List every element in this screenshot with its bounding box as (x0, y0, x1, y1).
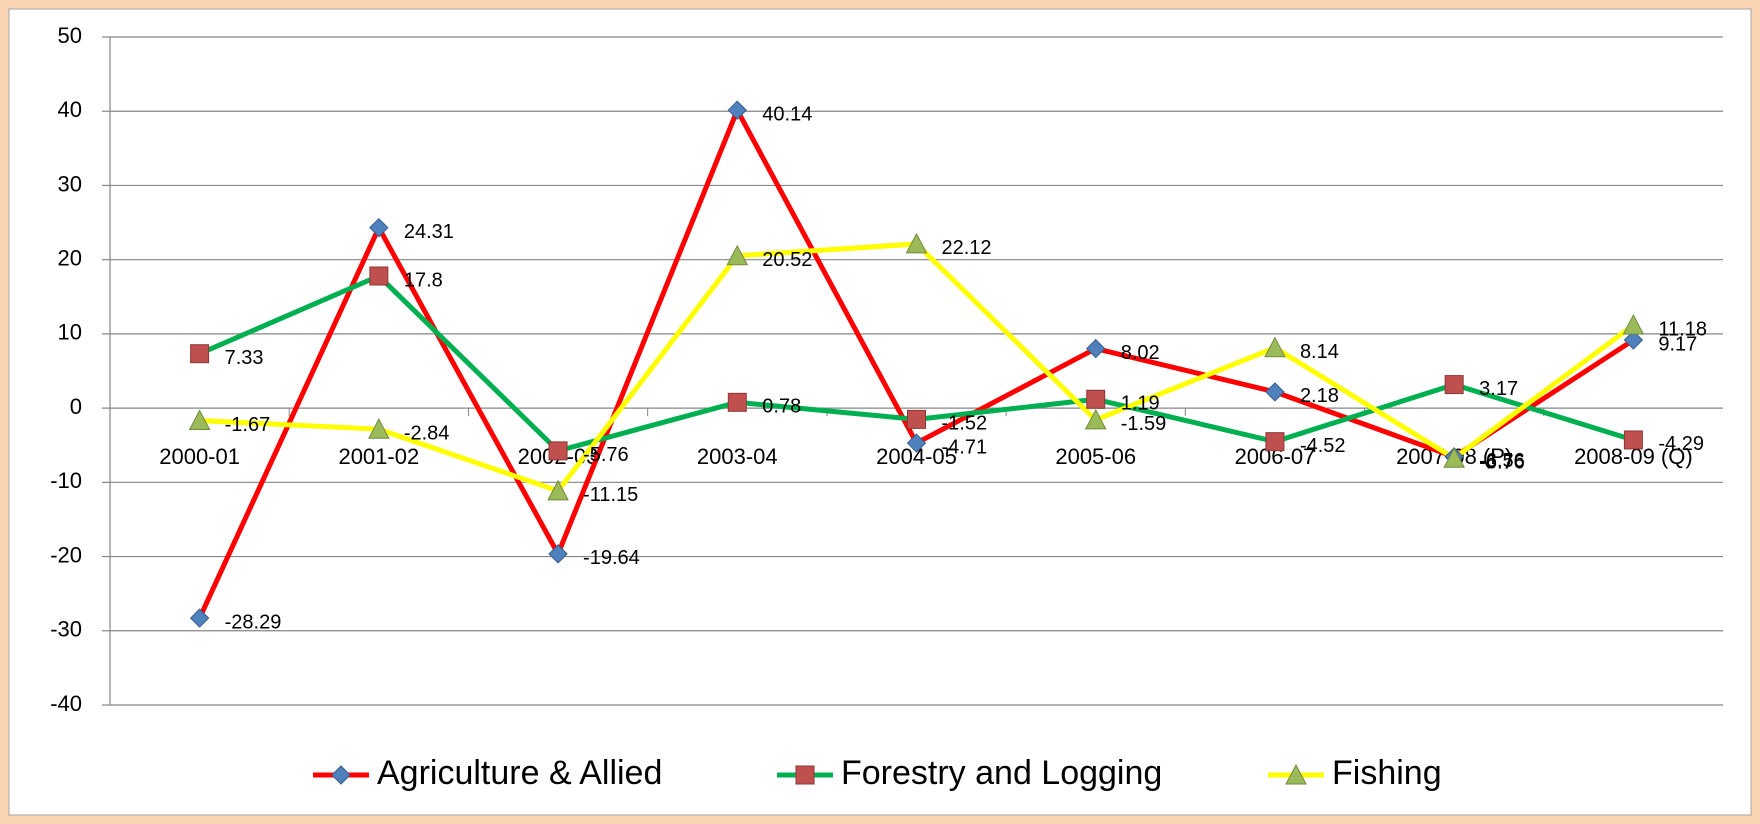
legend-marker (795, 765, 815, 785)
marker (1623, 330, 1644, 350)
data-label: 40.14 (762, 103, 812, 125)
marker (726, 244, 749, 266)
data-label: 7.33 (225, 347, 264, 369)
legend-label: Forestry and Logging (841, 754, 1162, 792)
data-label: -5.76 (583, 444, 629, 466)
marker (905, 232, 928, 254)
marker (1265, 432, 1285, 452)
marker (190, 344, 210, 364)
data-label: -1.59 (1121, 413, 1167, 435)
marker (1444, 375, 1464, 395)
y-tick-label: 50 (58, 23, 82, 48)
chart-area (8, 8, 1752, 816)
data-label: 8.14 (1300, 341, 1339, 363)
legend-label: Fishing (1332, 754, 1442, 792)
marker (1086, 389, 1106, 409)
y-tick-label: 30 (58, 171, 82, 196)
marker (548, 441, 568, 461)
marker (1265, 382, 1285, 402)
y-tick-label: -20 (50, 542, 82, 567)
x-tick-label: 2001-02 (338, 444, 419, 469)
marker (368, 418, 390, 439)
marker (548, 544, 568, 564)
marker (727, 100, 747, 120)
marker (907, 409, 926, 429)
y-tick-label: -30 (50, 617, 82, 642)
data-label: 24.31 (404, 221, 454, 243)
data-label: -19.64 (583, 547, 640, 569)
marker (906, 433, 927, 453)
y-tick-label: 10 (58, 320, 82, 345)
marker (1086, 338, 1106, 359)
legend-label: Agriculture & Allied (377, 754, 662, 792)
data-label: -11.15 (583, 484, 638, 506)
data-label: 20.52 (762, 249, 812, 271)
legend-marker (1285, 763, 1307, 785)
data-label: -1.52 (942, 413, 988, 435)
data-label: -1.67 (225, 414, 271, 436)
marker (369, 266, 389, 286)
data-label: -28.29 (225, 611, 282, 633)
y-tick-label: 40 (58, 97, 82, 122)
marker (1084, 408, 1107, 430)
marker (727, 392, 747, 412)
x-tick-label: 2005-06 (1055, 444, 1136, 469)
marker (369, 217, 389, 238)
marker (1622, 314, 1645, 335)
data-label: 3.17 (1479, 378, 1518, 400)
marker (189, 608, 210, 628)
y-tick-label: 20 (58, 245, 82, 270)
data-label: 9.17 (1658, 333, 1697, 355)
data-label: -6.56 (1479, 450, 1525, 472)
marker (1264, 336, 1286, 358)
marker (1443, 447, 1465, 468)
data-label: 17.8 (404, 269, 443, 291)
marker (188, 409, 211, 431)
y-tick-label: 0 (70, 394, 82, 419)
y-tick-label: -40 (50, 691, 82, 716)
x-tick-label: 2003-04 (697, 444, 778, 469)
data-label: -6.76 (1479, 452, 1525, 474)
y-tick-label: -10 (50, 468, 82, 493)
data-label: 1.19 (1121, 393, 1160, 415)
data-label: 22.12 (942, 237, 992, 259)
x-tick-label: 2000-01 (159, 444, 240, 469)
data-label: -4.52 (1300, 435, 1346, 457)
data-label: -4.29 (1658, 433, 1704, 455)
data-label: 0.78 (762, 396, 801, 418)
marker (1623, 430, 1643, 450)
legend-marker (331, 765, 351, 785)
data-label: 2.18 (1300, 385, 1339, 407)
data-label: 8.02 (1121, 342, 1160, 364)
data-label: -4.71 (942, 436, 988, 458)
data-label: -2.84 (404, 422, 450, 444)
data-label: 11.18 (1658, 318, 1707, 340)
marker (547, 479, 569, 501)
